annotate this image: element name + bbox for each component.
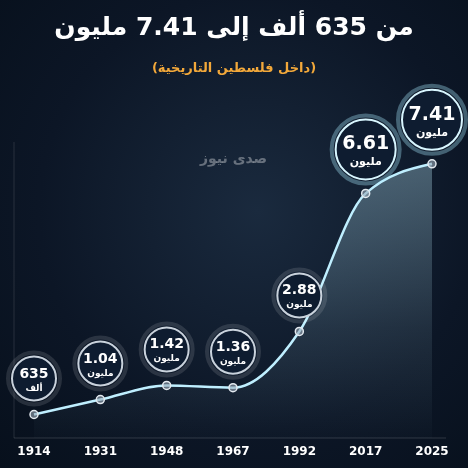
svg-text:مليون: مليون xyxy=(350,155,382,168)
svg-text:ألف: ألف xyxy=(25,382,42,393)
html-text:صدى نيوز: صدى نيوز xyxy=(200,150,268,166)
svg-text:1914: 1914 xyxy=(17,444,50,458)
svg-text:1.04: 1.04 xyxy=(83,350,118,366)
svg-text:635: 635 xyxy=(19,365,48,381)
svg-text:1.42: 1.42 xyxy=(149,335,184,351)
svg-text:1.36: 1.36 xyxy=(216,338,251,354)
svg-text:6.61: 6.61 xyxy=(342,131,389,153)
svg-text:1992: 1992 xyxy=(283,444,316,458)
svg-text:7.41: 7.41 xyxy=(409,102,456,124)
svg-text:مليون: مليون xyxy=(286,299,312,310)
svg-text:مليون: مليون xyxy=(87,368,113,379)
svg-text:2.88: 2.88 xyxy=(282,281,317,297)
svg-text:2017: 2017 xyxy=(349,444,382,458)
svg-text:1967: 1967 xyxy=(216,444,249,458)
svg-text:مليون: مليون xyxy=(416,126,448,139)
html-text:من 635 ألف إلى 7.41 مليون: من 635 ألف إلى 7.41 مليون xyxy=(54,12,414,41)
html-text:(داخل فلسطين التاريخية): (داخل فلسطين التاريخية) xyxy=(151,60,317,75)
svg-text:1931: 1931 xyxy=(84,444,117,458)
svg-text:مليون: مليون xyxy=(154,353,180,364)
svg-text:مليون: مليون xyxy=(220,356,246,367)
svg-text:1948: 1948 xyxy=(150,444,183,458)
svg-text:2025: 2025 xyxy=(415,444,448,458)
